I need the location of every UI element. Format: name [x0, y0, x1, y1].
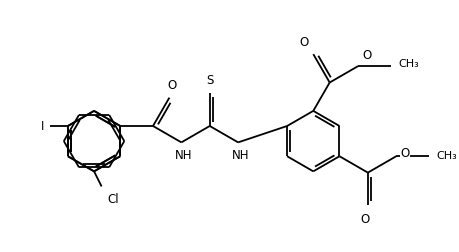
Text: O: O	[362, 49, 371, 62]
Text: O: O	[167, 79, 177, 91]
Text: CH₃: CH₃	[398, 59, 419, 69]
Text: I: I	[41, 119, 44, 133]
Text: O: O	[400, 147, 409, 160]
Text: S: S	[206, 74, 213, 87]
Text: Cl: Cl	[108, 193, 119, 206]
Text: O: O	[361, 213, 370, 226]
Text: NH: NH	[175, 149, 193, 162]
Text: CH₃: CH₃	[437, 151, 457, 161]
Text: NH: NH	[232, 149, 249, 162]
Text: O: O	[299, 36, 308, 49]
